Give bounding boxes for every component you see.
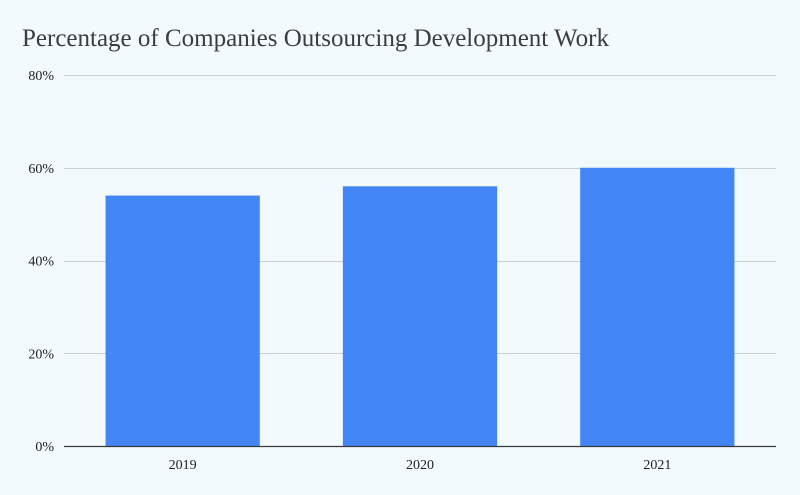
x-tick-label: 2019 xyxy=(169,458,197,473)
x-tick-label: 2021 xyxy=(643,458,671,473)
x-tick-label: 2020 xyxy=(406,458,434,473)
y-tick-label: 80% xyxy=(28,69,54,84)
bar xyxy=(342,186,498,447)
bar xyxy=(105,195,260,446)
bar xyxy=(580,167,735,446)
y-tick-label: 40% xyxy=(28,255,54,270)
chart-title: Percentage of Companies Outsourcing Deve… xyxy=(22,25,609,52)
y-tick-label: 20% xyxy=(28,347,54,362)
y-tick-label: 60% xyxy=(28,162,54,177)
y-tick-label: 0% xyxy=(35,440,54,455)
